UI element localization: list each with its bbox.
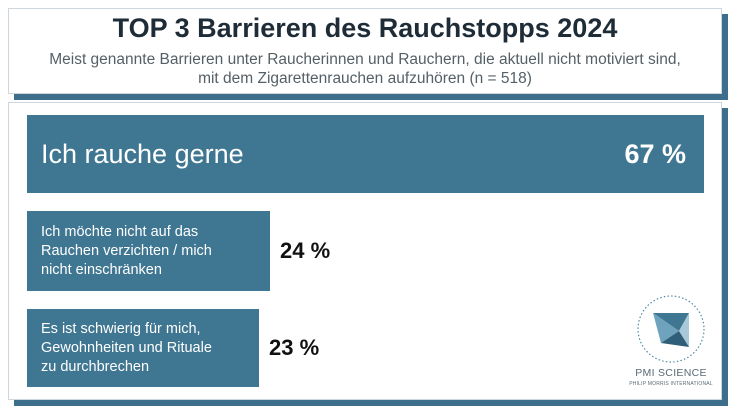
- bar-value-label-3: 23 %: [269, 335, 320, 360]
- page-title: TOP 3 Barrieren des Rauchstopps 2024: [112, 13, 618, 43]
- logo-name: PMI SCIENCE: [635, 367, 707, 379]
- chart-panel: Ich rauche gerne 67 % Ich möchte nicht auf…: [8, 102, 722, 400]
- logo-subtitle: PHILIP MORRIS INTERNATIONAL: [629, 381, 713, 387]
- bar-value-label-2: 24 %: [280, 238, 331, 263]
- bar-label-1: Ich rauche gerne: [41, 138, 244, 169]
- pmi-science-logo: PMI SCIENCE PHILIP MORRIS INTERNATIONAL: [629, 291, 713, 395]
- bar-1: Ich rauche gerne 67 %: [27, 115, 704, 193]
- bar-value-label-1: 67 %: [624, 138, 686, 169]
- header-panel: TOP 3 Barrieren des Rauchstopps 2024 Mei…: [8, 8, 722, 94]
- pmi-logo-icon: [637, 295, 705, 363]
- page-subtitle: Meist genannte Barrieren unter Raucherin…: [49, 51, 681, 87]
- bar-3: Es ist schwierig für mich, Gewohnheiten …: [27, 309, 259, 387]
- bar-label-2: Ich möchte nicht auf das Rauchen verzich…: [41, 223, 212, 278]
- bar-2: Ich möchte nicht auf das Rauchen verzich…: [27, 211, 270, 291]
- bar-label-3: Es ist schwierig für mich, Gewohnheiten …: [41, 320, 212, 375]
- bar-chart: Ich rauche gerne 67 % Ich möchte nicht auf…: [9, 103, 721, 399]
